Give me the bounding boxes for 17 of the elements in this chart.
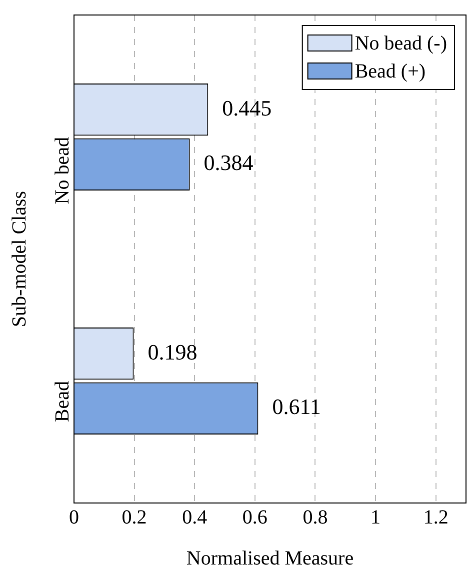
data-label: 0.384 xyxy=(204,150,254,176)
legend-label: Bead (+) xyxy=(354,60,426,82)
x-tick-label: 1.2 xyxy=(423,506,448,528)
x-tick-label: 1 xyxy=(370,506,381,528)
data-label: 0.198 xyxy=(148,339,198,364)
y-tick-label: Bead xyxy=(51,381,74,422)
x-axis-title: Normalised Measure xyxy=(186,547,354,570)
y-tick-label: No bead xyxy=(51,137,74,204)
x-tick-label: 0 xyxy=(69,506,79,528)
data-label: 0.445 xyxy=(222,95,272,120)
y-axis-title: Sub-model Class xyxy=(8,190,30,328)
data-label: 0.611 xyxy=(272,394,321,420)
x-tick-label: 0.2 xyxy=(122,506,147,528)
x-tick-label: 0.6 xyxy=(242,506,268,528)
x-tick-label: 0.4 xyxy=(182,506,208,528)
legend-label: No bead (-) xyxy=(354,32,448,54)
x-tick-label: 0.8 xyxy=(302,506,328,528)
